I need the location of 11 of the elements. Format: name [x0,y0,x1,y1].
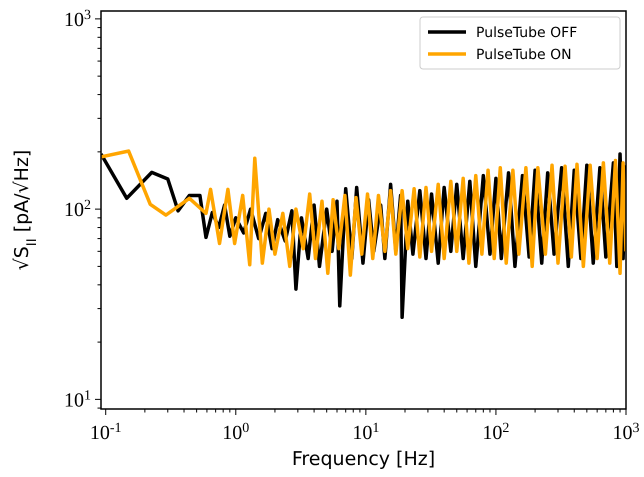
x-tick-label: 10$^{1}$ [352,420,380,444]
y-tick-label: 10$^{2}$ [64,198,91,222]
y-tick-label: 10$^{1}$ [64,388,91,412]
x-tick-label: 10$^{2}$ [482,420,510,444]
x-axis-title: Frequency [Hz] [292,448,436,470]
x-tick-label: 10$^{3}$ [612,420,640,444]
legend-label: PulseTube ON [476,47,572,63]
x-tick-label: 10$^{0}$ [222,420,250,444]
legend-label: PulseTube OFF [476,25,578,41]
x-tick-label: 10$^{-1}$ [90,420,122,444]
y-tick-label: 10$^{3}$ [64,7,91,31]
